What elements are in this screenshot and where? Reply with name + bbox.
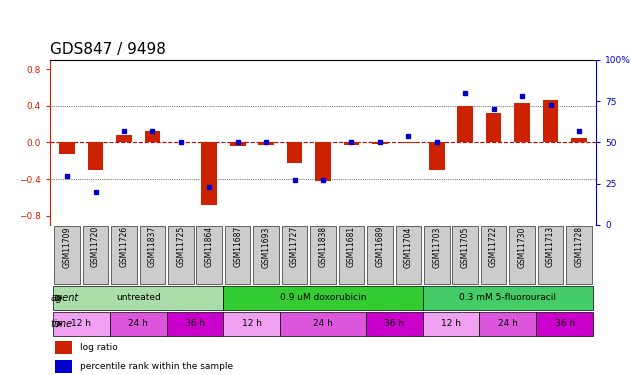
FancyBboxPatch shape	[223, 286, 423, 310]
Text: GDS847 / 9498: GDS847 / 9498	[50, 42, 166, 57]
Text: 24 h: 24 h	[498, 320, 518, 328]
Bar	[56, 360, 72, 373]
FancyBboxPatch shape	[54, 226, 80, 284]
FancyBboxPatch shape	[424, 226, 449, 284]
FancyBboxPatch shape	[339, 226, 364, 284]
FancyBboxPatch shape	[53, 286, 223, 310]
FancyBboxPatch shape	[365, 312, 423, 336]
FancyBboxPatch shape	[481, 226, 507, 284]
Text: GSM11713: GSM11713	[546, 226, 555, 267]
FancyBboxPatch shape	[538, 226, 563, 284]
FancyBboxPatch shape	[196, 226, 222, 284]
FancyBboxPatch shape	[139, 226, 165, 284]
Text: 36 h: 36 h	[555, 320, 575, 328]
Bar	[88, 142, 103, 170]
Text: untreated: untreated	[115, 294, 160, 303]
Bar	[372, 142, 387, 144]
Text: GSM11703: GSM11703	[432, 226, 441, 268]
FancyBboxPatch shape	[282, 226, 307, 284]
FancyBboxPatch shape	[480, 312, 536, 336]
FancyBboxPatch shape	[253, 226, 279, 284]
Text: 12 h: 12 h	[441, 320, 461, 328]
FancyBboxPatch shape	[110, 312, 167, 336]
Text: 12 h: 12 h	[71, 320, 91, 328]
FancyBboxPatch shape	[423, 312, 480, 336]
FancyBboxPatch shape	[509, 226, 535, 284]
FancyBboxPatch shape	[167, 312, 223, 336]
FancyBboxPatch shape	[367, 226, 392, 284]
Text: GSM11730: GSM11730	[517, 226, 526, 268]
Text: GSM11837: GSM11837	[148, 226, 157, 267]
Bar	[201, 142, 217, 205]
Text: GSM11838: GSM11838	[319, 226, 327, 267]
Text: 12 h: 12 h	[242, 320, 262, 328]
FancyBboxPatch shape	[223, 312, 280, 336]
FancyBboxPatch shape	[53, 312, 110, 336]
Bar	[56, 341, 72, 354]
Text: 24 h: 24 h	[128, 320, 148, 328]
Text: GSM11722: GSM11722	[489, 226, 498, 267]
Text: 24 h: 24 h	[313, 320, 333, 328]
Bar	[344, 142, 359, 145]
Bar	[144, 132, 160, 142]
Text: 0.3 mM 5-fluorouracil: 0.3 mM 5-fluorouracil	[459, 294, 557, 303]
Text: GSM11725: GSM11725	[176, 226, 186, 267]
Bar	[543, 100, 558, 142]
FancyBboxPatch shape	[452, 226, 478, 284]
Text: GSM11727: GSM11727	[290, 226, 299, 267]
Bar	[429, 142, 445, 170]
FancyBboxPatch shape	[310, 226, 336, 284]
Bar	[116, 135, 132, 142]
Bar	[315, 142, 331, 181]
Bar	[457, 106, 473, 142]
FancyBboxPatch shape	[83, 226, 109, 284]
FancyBboxPatch shape	[280, 312, 365, 336]
Text: GSM11726: GSM11726	[119, 226, 129, 267]
FancyBboxPatch shape	[168, 226, 194, 284]
Text: GSM11720: GSM11720	[91, 226, 100, 267]
FancyBboxPatch shape	[566, 226, 592, 284]
Text: 0.9 uM doxorubicin: 0.9 uM doxorubicin	[280, 294, 366, 303]
Text: percentile rank within the sample: percentile rank within the sample	[80, 362, 233, 371]
FancyBboxPatch shape	[396, 226, 421, 284]
Text: GSM11704: GSM11704	[404, 226, 413, 268]
Bar	[514, 103, 530, 142]
FancyBboxPatch shape	[225, 226, 251, 284]
Text: log ratio: log ratio	[80, 343, 118, 352]
Text: GSM11687: GSM11687	[233, 226, 242, 267]
Text: GSM11689: GSM11689	[375, 226, 384, 267]
Bar	[230, 142, 245, 146]
Bar	[258, 142, 274, 145]
Text: agent: agent	[50, 293, 79, 303]
Text: GSM11693: GSM11693	[262, 226, 271, 268]
Text: time: time	[50, 319, 73, 329]
FancyBboxPatch shape	[536, 312, 593, 336]
Bar	[486, 113, 502, 142]
Text: GSM11705: GSM11705	[461, 226, 469, 268]
Text: GSM11728: GSM11728	[574, 226, 584, 267]
Text: 36 h: 36 h	[384, 320, 404, 328]
Bar	[286, 142, 302, 163]
Bar	[59, 142, 75, 154]
Text: 36 h: 36 h	[185, 320, 205, 328]
Text: GSM11864: GSM11864	[204, 226, 214, 267]
Bar	[401, 142, 416, 143]
Text: GSM11709: GSM11709	[62, 226, 71, 268]
Bar	[571, 138, 587, 142]
FancyBboxPatch shape	[423, 286, 593, 310]
FancyBboxPatch shape	[111, 226, 137, 284]
Text: GSM11681: GSM11681	[347, 226, 356, 267]
